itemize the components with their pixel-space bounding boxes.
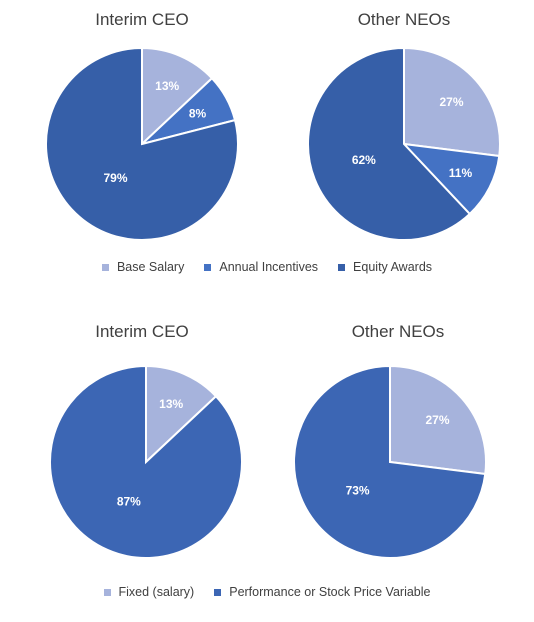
chart-title-interim-ceo-2: Interim CEO — [95, 322, 189, 341]
chart-title-other-neos-1: Other NEOs — [357, 10, 451, 29]
pie-4-slice-fixed-salary — [389, 364, 487, 476]
legend-label: Base Salary — [116, 260, 185, 274]
pie-2-data-label-base-salary: 27% — [440, 95, 464, 109]
pie-4-slice-performance-or-stock-price-variable — [293, 364, 487, 559]
legend-item-base-salary: Base Salary — [101, 260, 185, 274]
pie-2-data-label-equity-awards: 62% — [352, 153, 376, 167]
pie-1-data-label-annual-incentives: 8% — [189, 106, 207, 120]
pie-2-data-label-annual-incentives: 11% — [449, 166, 473, 180]
legend-pay-type: Fixed (salary) Performance or Stock Pric… — [0, 585, 534, 599]
pie-2-slice-equity-awards — [307, 46, 472, 241]
pie-3-slice-performance-or-stock-price-variable — [49, 364, 243, 559]
pie-1-data-label-equity-awards: 79% — [104, 171, 128, 185]
legend-label: Fixed (salary) — [118, 585, 195, 599]
legend-compensation-components: Base Salary Annual Incentives Equity Awa… — [0, 260, 534, 274]
legend-label: Performance or Stock Price Variable — [229, 585, 431, 599]
legend-label: Equity Awards — [353, 260, 433, 274]
pie-1-slice-base-salary — [141, 46, 214, 147]
pie-2-slice-base-salary — [403, 46, 501, 158]
pie-3-data-label-fixed-salary: 13% — [159, 397, 183, 411]
legend-item-fixed-salary: Fixed (salary) — [103, 585, 195, 599]
pie-1-data-label-base-salary: 13% — [155, 79, 179, 93]
legend-swatch — [103, 588, 111, 596]
pie-2-slice-annual-incentives — [401, 142, 501, 216]
pie-4-data-label-fixed-salary: 27% — [426, 413, 450, 427]
pie-3-data-label-performance-or-stock-price-variable: 87% — [117, 495, 141, 509]
pie-1-slice-equity-awards — [45, 46, 239, 241]
pie-4-data-label-performance-or-stock-price-variable: 73% — [346, 484, 370, 498]
legend-item-performance-variable: Performance or Stock Price Variable — [214, 585, 430, 599]
legend-swatch — [214, 588, 222, 596]
chart-title-interim-ceo-1: Interim CEO — [95, 10, 189, 29]
legend-label: Annual Incentives — [219, 260, 319, 274]
legend-item-annual-incentives: Annual Incentives — [204, 260, 318, 274]
pie-3-slice-fixed-salary — [145, 364, 218, 465]
legend-swatch — [101, 263, 109, 271]
legend-item-equity-awards: Equity Awards — [338, 260, 432, 274]
legend-swatch — [204, 263, 212, 271]
legend-swatch — [338, 263, 346, 271]
chart-title-other-neos-2: Other NEOs — [351, 322, 445, 341]
